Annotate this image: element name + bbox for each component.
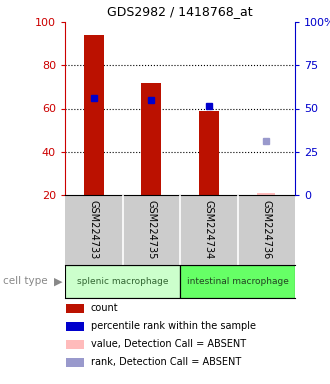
Text: GSM224734: GSM224734	[204, 200, 214, 260]
Title: GDS2982 / 1418768_at: GDS2982 / 1418768_at	[107, 5, 253, 18]
Text: splenic macrophage: splenic macrophage	[77, 277, 168, 286]
Text: ▶: ▶	[53, 276, 62, 286]
Text: percentile rank within the sample: percentile rank within the sample	[91, 321, 256, 331]
Text: count: count	[91, 303, 118, 313]
Text: rank, Detection Call = ABSENT: rank, Detection Call = ABSENT	[91, 357, 241, 367]
Text: GSM224733: GSM224733	[89, 200, 99, 260]
Bar	[65, 265, 180, 298]
Bar	[257, 193, 275, 195]
Bar	[84, 35, 104, 195]
Text: intestinal macrophage: intestinal macrophage	[186, 277, 288, 286]
Text: cell type: cell type	[3, 276, 48, 286]
Text: value, Detection Call = ABSENT: value, Detection Call = ABSENT	[91, 339, 246, 349]
Bar	[141, 83, 161, 195]
Text: GSM224735: GSM224735	[146, 200, 156, 260]
Text: GSM224736: GSM224736	[261, 200, 271, 260]
Bar	[180, 265, 295, 298]
Bar	[199, 111, 219, 195]
